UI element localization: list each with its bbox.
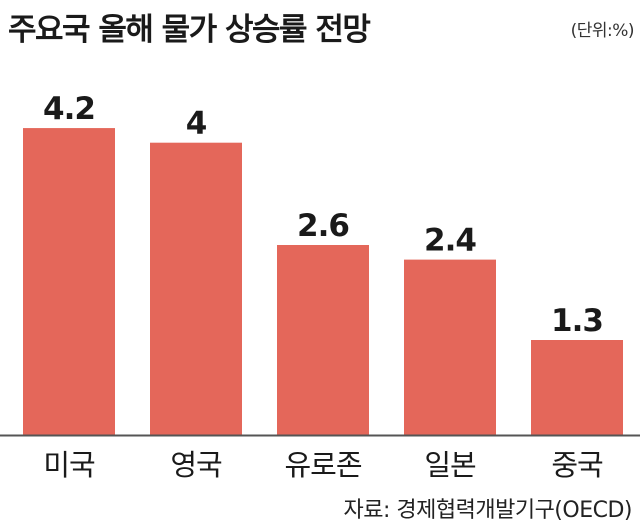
- bar-4: [404, 259, 496, 435]
- category-label-3: 유로존: [284, 448, 361, 482]
- source-note: 자료: 경제협력개발기구(OECD): [343, 498, 633, 523]
- bar-5: [531, 340, 623, 435]
- bar-2: [150, 142, 242, 435]
- value-label-5: 1.3: [551, 303, 603, 339]
- category-label-4: 일본: [424, 448, 476, 482]
- value-label-1: 4.2: [43, 91, 95, 127]
- value-label-2: 4: [186, 106, 207, 142]
- category-label-1: 미국: [43, 448, 95, 482]
- category-label-5: 중국: [551, 448, 603, 482]
- bar-3: [277, 245, 369, 435]
- category-label-2: 영국: [170, 448, 222, 482]
- bar-1: [23, 128, 115, 436]
- unit-label: (단위:%): [570, 21, 635, 41]
- chart-title: 주요국 올해 물가 상승률 전망: [8, 12, 371, 48]
- value-label-4: 2.4: [424, 223, 476, 259]
- value-label-3: 2.6: [297, 208, 349, 244]
